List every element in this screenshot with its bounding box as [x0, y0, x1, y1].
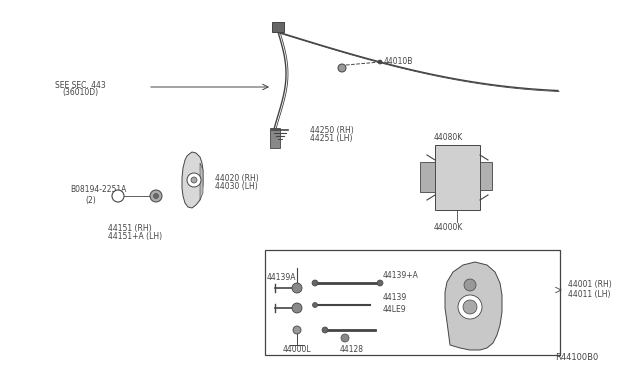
- Text: 44LE9: 44LE9: [383, 305, 406, 314]
- Bar: [420, 162, 435, 192]
- Text: 44139: 44139: [383, 294, 407, 302]
- Text: 44128: 44128: [340, 346, 364, 355]
- Circle shape: [377, 280, 383, 286]
- Circle shape: [150, 190, 162, 202]
- Text: 44020 (RH): 44020 (RH): [215, 173, 259, 183]
- Circle shape: [341, 334, 349, 342]
- Text: B: B: [115, 192, 120, 201]
- Circle shape: [154, 193, 159, 199]
- Text: 44250 (RH): 44250 (RH): [310, 125, 354, 135]
- Text: 44080K: 44080K: [433, 134, 463, 142]
- Circle shape: [292, 303, 302, 313]
- Text: R44100B0: R44100B0: [555, 353, 598, 362]
- Text: 44030 (LH): 44030 (LH): [215, 183, 258, 192]
- Circle shape: [338, 64, 346, 72]
- Text: 44139+A: 44139+A: [383, 272, 419, 280]
- Text: SEE SEC. 443: SEE SEC. 443: [55, 80, 106, 90]
- Circle shape: [293, 326, 301, 334]
- Polygon shape: [270, 128, 280, 148]
- Text: 44151+A (LH): 44151+A (LH): [108, 232, 162, 241]
- Text: 44010B: 44010B: [384, 58, 413, 67]
- Circle shape: [463, 300, 477, 314]
- Text: 44000K: 44000K: [433, 224, 463, 232]
- Text: 44139A: 44139A: [267, 273, 296, 282]
- Polygon shape: [200, 163, 203, 200]
- Text: 44000L: 44000L: [283, 346, 312, 355]
- Circle shape: [112, 190, 124, 202]
- Text: (36010D): (36010D): [62, 89, 98, 97]
- Circle shape: [191, 177, 197, 183]
- Text: 44011 (LH): 44011 (LH): [568, 291, 611, 299]
- Bar: [272, 22, 284, 32]
- Text: 44151 (RH): 44151 (RH): [108, 224, 152, 232]
- Polygon shape: [182, 152, 203, 208]
- Bar: [480, 162, 492, 190]
- Circle shape: [312, 280, 318, 286]
- Text: 44251 (LH): 44251 (LH): [310, 135, 353, 144]
- Bar: [435, 145, 480, 210]
- Circle shape: [378, 60, 382, 64]
- Bar: [265, 250, 560, 355]
- Text: 44001 (RH): 44001 (RH): [568, 280, 612, 289]
- Circle shape: [464, 279, 476, 291]
- Polygon shape: [445, 262, 502, 350]
- Circle shape: [322, 327, 328, 333]
- Circle shape: [292, 283, 302, 293]
- Circle shape: [312, 302, 317, 308]
- Circle shape: [458, 295, 482, 319]
- Circle shape: [187, 173, 201, 187]
- Text: B08194-2251A: B08194-2251A: [70, 186, 126, 195]
- Text: (2): (2): [85, 196, 96, 205]
